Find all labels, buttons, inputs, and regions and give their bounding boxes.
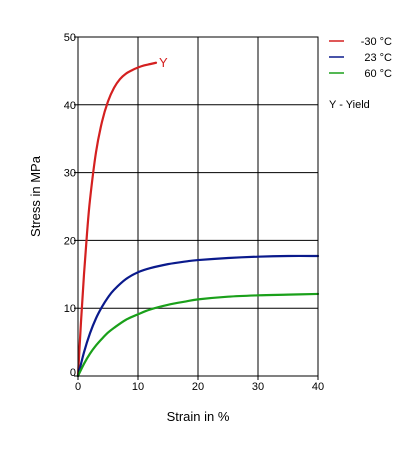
y-axis-title: Stress in MPa [28,155,43,237]
x-tick-label: 10 [132,381,144,393]
y-tick-label: 30 [64,168,76,180]
x-tick-label: 30 [252,381,264,393]
legend-label: 60 °C [364,68,392,80]
axis-ticks: 0 10 20 30 40 0 10 20 30 40 50 [64,32,324,393]
x-tick-label: 40 [312,381,324,393]
y-tick-label: 20 [64,235,76,247]
series-line-1 [76,254,320,378]
annotation-yield: Y - Yield [329,99,370,111]
x-axis-title: Strain in % [167,409,230,424]
yield-marker: Y [159,55,168,70]
y-tick-label: 10 [64,303,76,315]
legend-label: -30 °C [361,36,392,48]
x-tick-label: 0 [75,381,81,393]
grid [78,37,318,376]
series-lines: Y [76,55,320,378]
legend-label: 23 °C [364,52,392,64]
series-line-2 [76,292,320,378]
y-tick-label: 40 [64,100,76,112]
y-tick-label: 50 [64,32,76,44]
legend: -30 °C 23 °C 60 °C [329,36,392,80]
x-tick-label: 20 [192,381,204,393]
series-line-0 [76,61,158,378]
y-tick-label: 0 [70,367,76,379]
